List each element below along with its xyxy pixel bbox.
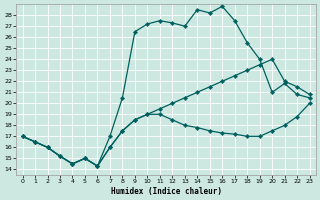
X-axis label: Humidex (Indice chaleur): Humidex (Indice chaleur) [111, 187, 221, 196]
